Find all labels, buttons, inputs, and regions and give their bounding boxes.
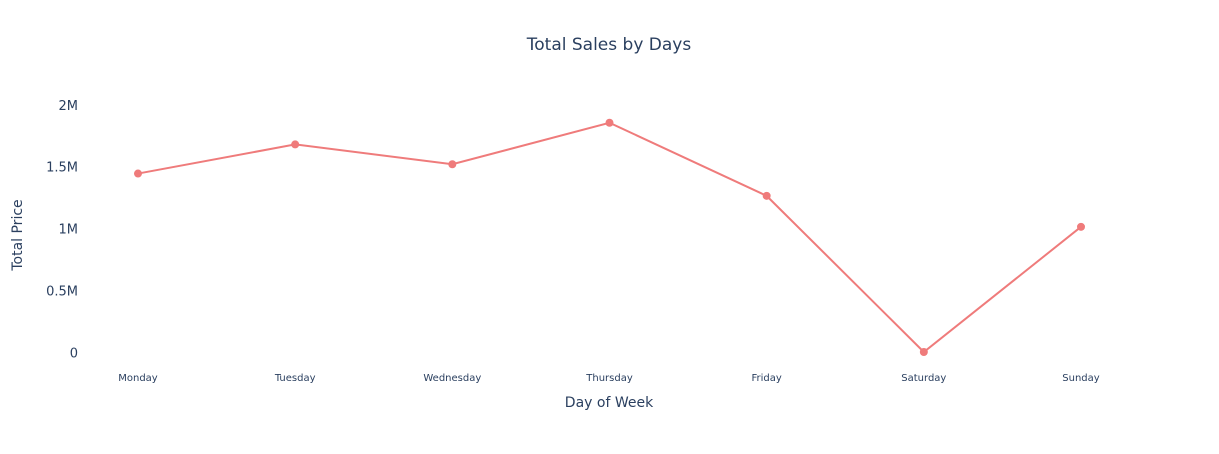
data-point-tuesday[interactable] bbox=[291, 140, 300, 149]
x-tick-label: Thursday bbox=[585, 373, 633, 384]
data-point-thursday[interactable] bbox=[605, 118, 614, 127]
x-tick-label: Friday bbox=[752, 373, 782, 384]
chart-title: Total Sales by Days bbox=[526, 35, 692, 55]
x-tick-label: Wednesday bbox=[423, 373, 481, 384]
data-point-sunday[interactable] bbox=[1077, 222, 1085, 231]
x-tick-label: Saturday bbox=[901, 373, 946, 384]
y-tick-label: 2M bbox=[59, 99, 79, 114]
y-tick-label: 1.5M bbox=[46, 161, 78, 176]
data-point-saturday[interactable] bbox=[919, 347, 928, 356]
y-tick-label: 0 bbox=[70, 347, 78, 362]
y-axis-title: Total Price bbox=[10, 199, 26, 271]
series-layer bbox=[134, 118, 1085, 356]
data-point-friday[interactable] bbox=[762, 191, 771, 200]
x-axis-title: Day of Week bbox=[565, 395, 654, 411]
y-axis-ticks: 0 0.5M 1M 1.5M 2M bbox=[46, 99, 78, 362]
x-tick-label: Tuesday bbox=[274, 373, 316, 384]
y-tick-label: 0.5M bbox=[46, 285, 78, 300]
data-point-monday[interactable] bbox=[134, 169, 142, 178]
x-tick-label: Sunday bbox=[1062, 373, 1099, 384]
y-tick-label: 1M bbox=[59, 223, 79, 238]
data-point-wednesday[interactable] bbox=[448, 160, 457, 169]
x-axis-ticks: Monday Tuesday Wednesday Thursday Friday Satu… bbox=[118, 373, 1100, 384]
x-tick-label: Monday bbox=[118, 373, 158, 384]
